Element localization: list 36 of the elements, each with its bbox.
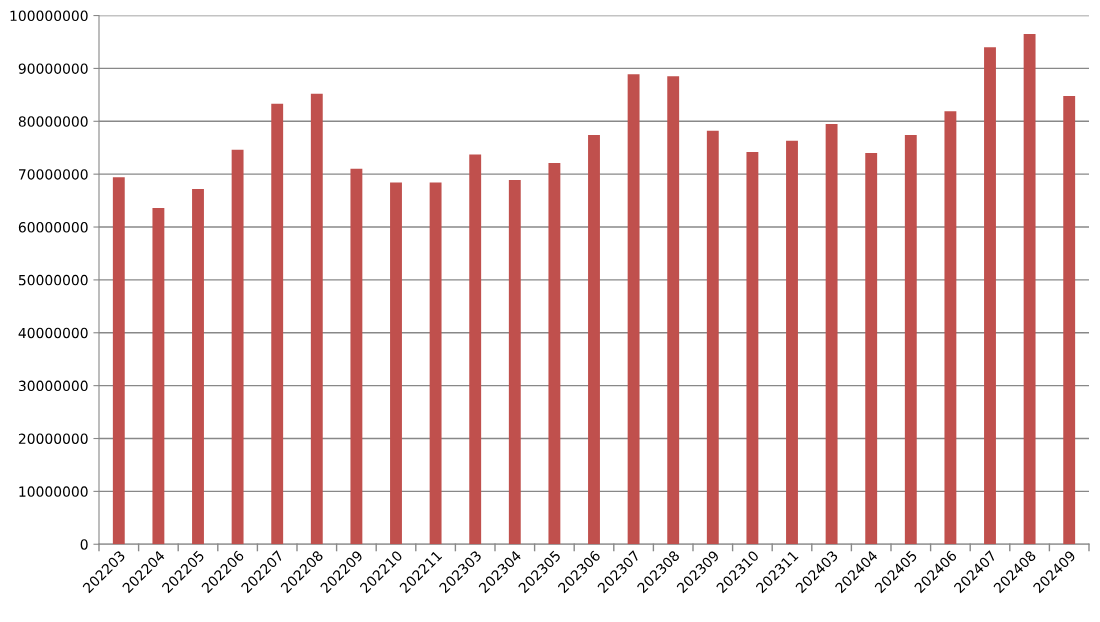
y-tick-label: 50000000 [18,274,88,286]
bar [627,74,640,545]
bar [904,135,917,545]
bar [192,188,204,545]
bar [271,103,284,545]
y-tick-label: 0 [80,539,88,550]
y-tick-label: 60000000 [18,222,88,233]
bar [508,179,521,545]
bar [1023,34,1036,545]
bar [310,93,323,545]
bar [469,154,482,545]
bar [825,123,838,545]
y-tick-label: 40000000 [18,327,88,339]
y-tick-label: 90000000 [18,63,88,74]
bar [786,140,798,545]
y-tick-label: 20000000 [18,433,88,444]
bar [944,111,957,545]
y-tick-label: 10000000 [19,486,88,497]
bar [548,163,561,545]
bar [667,76,680,545]
bar [429,182,442,545]
bar [152,208,165,545]
bar [706,130,719,545]
bar [112,177,125,545]
bar [231,149,244,545]
bar [865,153,878,545]
y-tick-label: 70000000 [19,169,88,180]
bar [984,47,996,545]
bar [588,135,600,545]
bar [1063,95,1076,545]
bar [350,168,363,545]
y-tick-label: 100000000 [10,10,88,22]
y-tick-label: 30000000 [18,380,88,392]
y-tick-label: 80000000 [18,116,88,127]
bar [390,182,402,545]
bar [746,151,759,545]
